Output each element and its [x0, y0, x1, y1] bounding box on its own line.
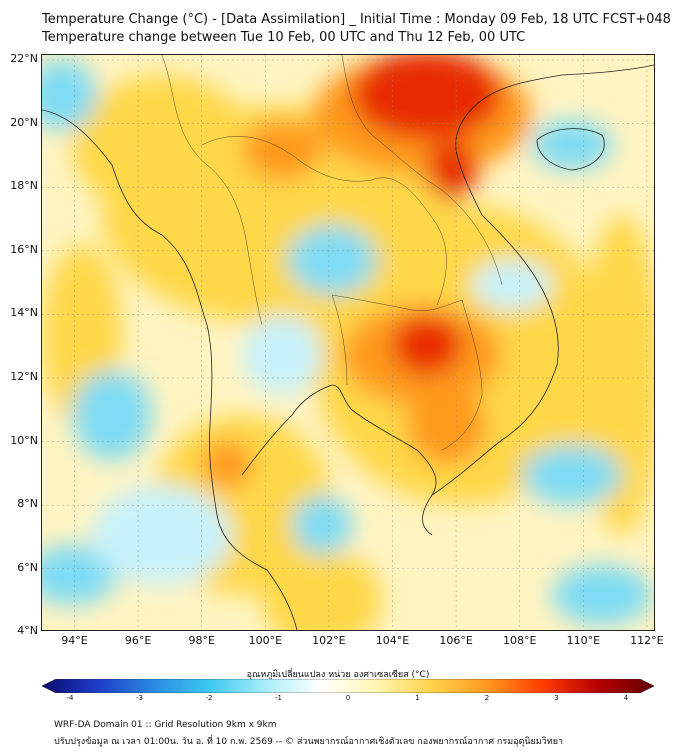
cool-region-northwest [42, 60, 97, 130]
longitude-label: 110°E [566, 634, 601, 647]
longitude-label: 106°E [439, 634, 473, 647]
red-region-cambodia [392, 315, 462, 375]
temperature-field [42, 55, 654, 630]
graticule [42, 55, 654, 630]
colorbar-tick-label: -2 [205, 694, 213, 702]
cool-region-south-china-sea [522, 445, 622, 505]
latitude-label: 22°N [10, 52, 38, 65]
longitude-label: 98°E [188, 634, 215, 647]
border-laos-vietnam [341, 55, 503, 286]
colorbar-tick-label: 0 [345, 694, 351, 702]
cool-region-northeast [287, 225, 377, 295]
colorbar-tick-label: 4 [623, 694, 629, 702]
colorbar-tick-label: 3 [554, 694, 559, 702]
map-title: Temperature Change (°C) - [Data Assimila… [42, 12, 671, 27]
cool-region-gulf [292, 495, 352, 555]
colorbar-tick-label: 2 [484, 694, 490, 702]
latitude-label: 20°N [10, 115, 38, 129]
orange-region-ranong [202, 440, 252, 490]
colorbar-title: อุณหภูมิเปลี่ยนแปลง หน่วย องศาเซลเซียส (… [246, 670, 430, 680]
west-coastline [42, 109, 298, 630]
cool-region-southwest [42, 545, 117, 605]
longitude-label: 112°E [630, 634, 664, 647]
cool-region-andaman [72, 370, 152, 460]
red-region-north-vietnam [427, 140, 477, 200]
red-region-laos-vietnam [352, 55, 502, 140]
colorbar-tick-label: -1 [275, 694, 282, 702]
longitude-label: 108°E [502, 634, 537, 647]
latitude-label: 6°N [17, 560, 38, 574]
vietnam-coastline [431, 64, 654, 496]
border-cambodia-vietnam [441, 299, 483, 451]
orange-region-mekong [407, 385, 487, 465]
footer-credit: ปรับปรุงข้อมูล ณ เวลา 01:00น. วัน อ. ที่… [54, 737, 564, 747]
light-cool-region-andaman-south [92, 485, 232, 585]
colorbar-tick-label: -4 [66, 694, 74, 702]
cool-region-hainan [532, 120, 612, 170]
longitude-label: 104°E [375, 634, 410, 647]
longitude-label: 100°E [248, 634, 283, 647]
latitude-label: 18°N [10, 179, 38, 193]
border-myanmar-thailand [161, 55, 263, 326]
border-cambodia-north [331, 294, 463, 311]
latitude-label: 10°N [10, 433, 38, 447]
latitude-label: 4°N [17, 624, 38, 638]
cool-region-southeast [552, 565, 652, 625]
latitude-label: 14°N [10, 306, 38, 320]
light-cool-region-central [242, 315, 322, 395]
temperature-change-map [41, 54, 655, 631]
border-thailand-laos [201, 136, 447, 306]
map-canvas [42, 55, 654, 630]
border-thailand-cambodia [331, 294, 348, 386]
orange-region-chiangmai [242, 120, 322, 180]
coastlines [42, 64, 654, 630]
colorbar-tick-label: -3 [136, 694, 143, 702]
longitude-label: 94°E [61, 634, 88, 647]
footer-model-info: WRF-DA Domain 01 :: Grid Resolution 9km … [54, 720, 277, 730]
warm-region-myanmar [72, 75, 252, 215]
colorbar [42, 679, 654, 693]
map-subtitle: Temperature change between Tue 10 Feb, 0… [42, 30, 526, 45]
country-borders [161, 55, 503, 451]
latitude-label: 16°N [10, 242, 38, 256]
hainan-island [536, 128, 605, 171]
latitude-label: 12°N [10, 370, 38, 383]
longitude-label: 102°E [312, 634, 346, 647]
colorbar-tick-label: 1 [415, 694, 420, 702]
longitude-label: 96°E [124, 634, 152, 647]
warm-region-south [262, 550, 382, 630]
latitude-label: 8°N [17, 497, 38, 511]
